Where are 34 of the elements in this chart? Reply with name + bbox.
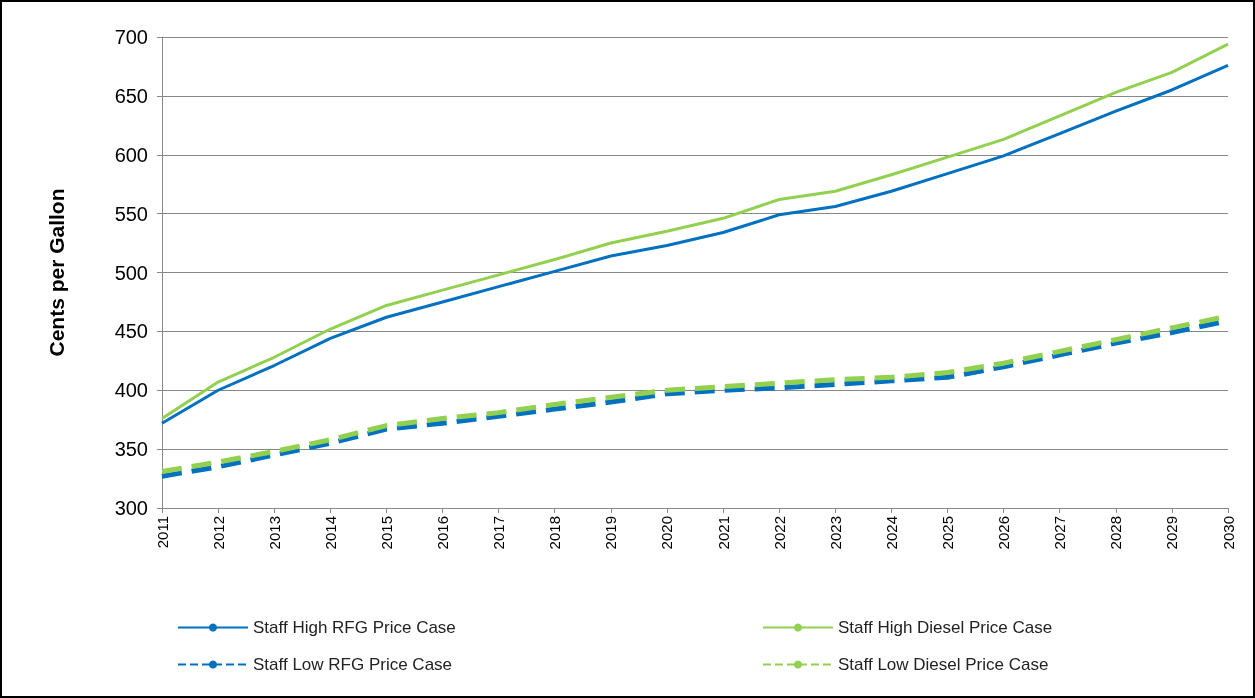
x-tick-label: 2027 (1051, 516, 1069, 550)
x-tick-label: 2018 (546, 516, 564, 550)
y-tick-label: 600 (114, 143, 148, 166)
y-tick-label: 450 (114, 320, 148, 343)
y-tick-label: 400 (114, 379, 148, 402)
x-tick-label: 2016 (434, 516, 452, 550)
x-tick-label: 2012 (209, 516, 227, 550)
x-tick-label: 2014 (321, 516, 339, 550)
x-tick-label: 2015 (377, 516, 395, 550)
x-tick-label: 2030 (1219, 516, 1237, 550)
y-tick-label: 550 (114, 202, 148, 225)
x-tick-label: 2025 (938, 516, 956, 550)
y-tick-label: 300 (114, 497, 148, 519)
x-tick-label: 2017 (490, 516, 508, 550)
legend-label: Staff Low RFG Price Case (253, 655, 453, 674)
y-axis-title: Cents per Gallon (45, 188, 68, 357)
x-tick-label: 2013 (265, 516, 283, 550)
y-tick-label: 350 (114, 438, 148, 461)
legend-label: Staff High RFG Price Case (253, 618, 456, 637)
x-tick-label: 2021 (714, 516, 732, 550)
x-tick-label: 2022 (770, 516, 788, 550)
x-tick-label: 2024 (882, 516, 900, 550)
x-tick-label: 2029 (1163, 516, 1181, 550)
legend-label: Staff Low Diesel Price Case (838, 655, 1049, 674)
x-tick-label: 2026 (995, 516, 1013, 550)
legend-label: Staff High Diesel Price Case (838, 618, 1053, 637)
y-tick-label: 700 (114, 26, 148, 48)
y-tick-label: 650 (114, 84, 148, 107)
y-tick-label: 500 (114, 261, 148, 284)
x-tick-label: 2019 (602, 516, 620, 550)
x-tick-label: 2023 (826, 516, 844, 550)
x-tick-label: 2028 (1107, 516, 1125, 550)
x-tick-label: 2020 (658, 516, 676, 550)
x-tick-label: 2011 (153, 516, 171, 549)
